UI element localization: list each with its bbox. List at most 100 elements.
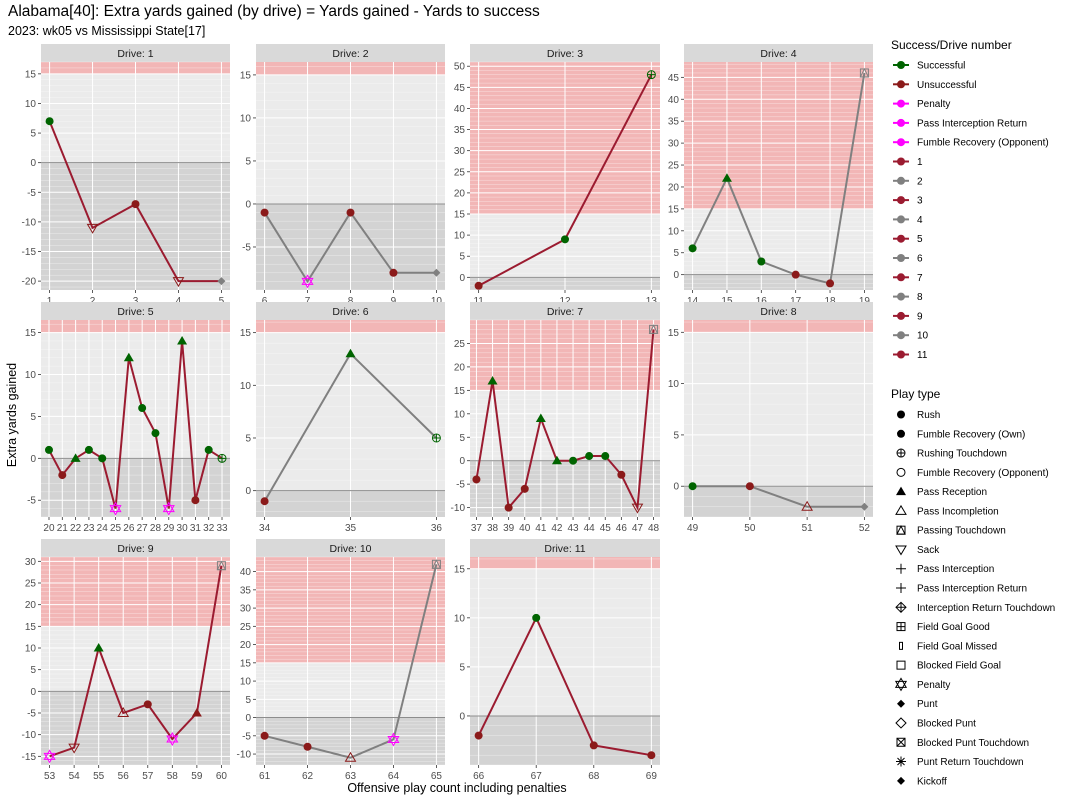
x-tick-label: 29	[163, 523, 175, 534]
play-point	[123, 352, 134, 362]
y-tick-label: 0	[459, 456, 465, 467]
legend-entry: 4	[893, 215, 923, 226]
y-tick-label: -5	[27, 496, 36, 507]
legend-label: Punt	[917, 699, 938, 710]
legend-label: 2	[917, 176, 923, 187]
panel-strip	[684, 302, 873, 320]
legend-key-icon	[896, 660, 906, 670]
play-point	[260, 731, 269, 740]
legend-entry: Blocked Field Goal	[896, 660, 1001, 672]
y-tick-label: -5	[27, 188, 36, 199]
legend-label: Blocked Punt	[917, 718, 976, 729]
x-tick-label: 33	[216, 523, 228, 534]
y-tick-label: 0	[459, 711, 465, 722]
panel-strip	[256, 302, 445, 320]
panel-strip	[470, 302, 660, 320]
play-point	[346, 208, 355, 217]
x-tick-label: 63	[345, 771, 357, 782]
y-tick-label: 25	[668, 161, 680, 172]
y-tick-label: -10	[22, 730, 37, 741]
play-point	[143, 700, 152, 709]
x-tick-label: 24	[97, 523, 109, 534]
x-tick-label: 13	[646, 296, 658, 307]
negative-zone	[684, 274, 873, 290]
legend-label: Rush	[917, 410, 940, 421]
y-tick-label: 45	[454, 83, 466, 94]
x-tick-label: 54	[69, 771, 81, 782]
play-point	[535, 413, 546, 422]
panel-drive-1: Drive: 1 -20 -15 -10 -5 0 5 10 15 1 2 3 4 5	[22, 44, 230, 307]
legend-label: Pass Reception	[917, 487, 987, 498]
y-tick-label: 15	[454, 564, 466, 575]
x-tick-label: 45	[600, 523, 612, 534]
legend-label: 3	[917, 196, 923, 207]
y-tick-label: 5	[459, 433, 465, 444]
play-point	[431, 433, 441, 443]
legend-entry: Fumble Recovery (Own)	[897, 429, 1025, 440]
play-point	[93, 643, 104, 652]
y-tick-label: 5	[245, 695, 251, 706]
y-tick-label: -15	[22, 752, 37, 763]
legend-entry: Field Goal Missed	[899, 641, 997, 652]
legend-key-icon	[896, 622, 906, 632]
legend-key-icon	[895, 504, 907, 515]
y-tick-label: 10	[240, 677, 252, 688]
y-tick-label: 15	[240, 658, 252, 669]
legend-label: Blocked Punt Touchdown	[917, 738, 1029, 749]
x-tick-label: 16	[756, 296, 768, 307]
y-tick-label: 15	[454, 210, 466, 221]
legend-entry: 9	[893, 311, 923, 322]
legend-label: 1	[917, 157, 923, 168]
success-zone	[684, 320, 873, 333]
panel-strip	[256, 539, 445, 557]
y-tick-label: 35	[454, 125, 466, 136]
play-point	[191, 708, 202, 717]
legend-label: Fumble Recovery (Opponent)	[917, 138, 1049, 149]
x-tick-label: 44	[584, 523, 596, 534]
y-tick-label: 20	[25, 600, 37, 611]
legend-entry: Rush	[897, 410, 940, 421]
panel-drive-6: Drive: 6 0 5 10 15 34 35 36	[240, 302, 445, 534]
panel-strip	[41, 302, 230, 320]
x-tick-label: 9	[391, 296, 397, 307]
x-tick-label: 65	[431, 771, 443, 782]
x-tick-label: 5	[219, 296, 225, 307]
legend-label: 5	[917, 234, 923, 245]
y-tick-label: 10	[454, 613, 466, 624]
negative-zone	[684, 486, 873, 517]
y-tick-label: 0	[245, 713, 251, 724]
panel-strip	[470, 539, 660, 557]
y-axis-title: Extra yards gained	[5, 363, 19, 467]
legend-label: Fumble Recovery (Opponent)	[917, 468, 1049, 479]
play-point	[745, 482, 754, 491]
play-point	[648, 324, 659, 334]
legend-key-icon	[896, 583, 906, 594]
legend-entry: Field Goal Good	[896, 622, 990, 633]
play-point	[70, 453, 81, 462]
legend-entry: 5	[893, 234, 923, 245]
legend-entry: Punt Return Touchdown	[896, 756, 1024, 768]
play-point	[191, 496, 200, 505]
y-tick-label: 5	[245, 156, 251, 167]
legend-entry: Sack	[895, 545, 940, 556]
legend-label: Pass Interception Return	[917, 118, 1027, 129]
legend-label: Punt Return Touchdown	[917, 757, 1024, 768]
success-zone	[684, 62, 873, 209]
play-point	[84, 445, 93, 454]
y-tick-label: 5	[673, 430, 679, 441]
y-tick-label: 10	[25, 644, 37, 655]
legend-entry: 3	[893, 196, 923, 207]
play-point	[472, 475, 481, 484]
legend-label: 6	[917, 254, 923, 265]
success-zone	[470, 320, 660, 391]
panel-strip-label: Drive: 11	[544, 543, 585, 555]
legend-label: 8	[917, 292, 923, 303]
play-point	[216, 560, 227, 571]
panel-strip	[41, 539, 230, 557]
legend-entry: 8	[893, 292, 923, 303]
legend-entry: Blocked Punt Touchdown	[896, 737, 1029, 749]
y-tick-label: -20	[22, 277, 37, 288]
panel-strip	[470, 44, 660, 62]
x-tick-label: 15	[721, 296, 733, 307]
play-point	[860, 502, 869, 511]
